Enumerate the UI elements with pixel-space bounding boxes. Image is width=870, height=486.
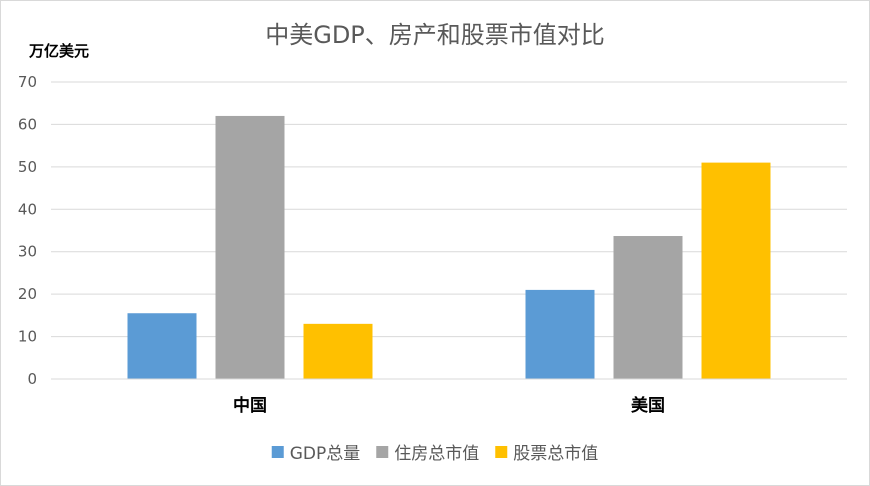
- legend-swatch: [376, 446, 389, 458]
- y-tick-label: 30: [18, 243, 37, 261]
- legend-items: GDP总量 住房总市值 股票总市值: [271, 444, 598, 464]
- bars: [127, 115, 771, 379]
- bar: [127, 313, 197, 379]
- axes: 0 10 20 30 40 50 60 70 中国 美国: [18, 73, 847, 416]
- gridlines: [51, 81, 847, 338]
- y-tick-label: 0: [27, 370, 37, 388]
- y-tick-label: 10: [18, 328, 37, 346]
- legend-item: 住房总市值: [376, 444, 479, 464]
- y-tick-label: 70: [18, 73, 37, 91]
- bar: [215, 115, 285, 379]
- bar: [525, 289, 595, 379]
- legend: GDP总量 住房总市值 股票总市值: [271, 444, 598, 464]
- bar: [613, 236, 683, 379]
- y-tick-label: 60: [18, 115, 37, 133]
- y-axis-unit-label: 万亿美元: [28, 42, 89, 60]
- legend-label: GDP总量: [290, 444, 361, 464]
- legend-swatch: [271, 446, 284, 458]
- legend-swatch: [495, 446, 508, 458]
- y-tick-label: 20: [18, 285, 37, 303]
- legend-label: 住房总市值: [394, 444, 479, 464]
- legend-item: GDP总量: [271, 444, 361, 464]
- x-category-label: 美国: [631, 395, 665, 416]
- chart-title: 中美GDP、房产和股票市值对比: [265, 21, 605, 49]
- x-category-label: 中国: [233, 395, 267, 416]
- y-tick-label: 40: [18, 200, 37, 218]
- y-tick-label: 50: [18, 158, 37, 176]
- legend-label: 股票总市值: [513, 444, 598, 464]
- bar: [303, 323, 373, 379]
- legend-item: 股票总市值: [495, 444, 598, 464]
- bar: [701, 162, 771, 379]
